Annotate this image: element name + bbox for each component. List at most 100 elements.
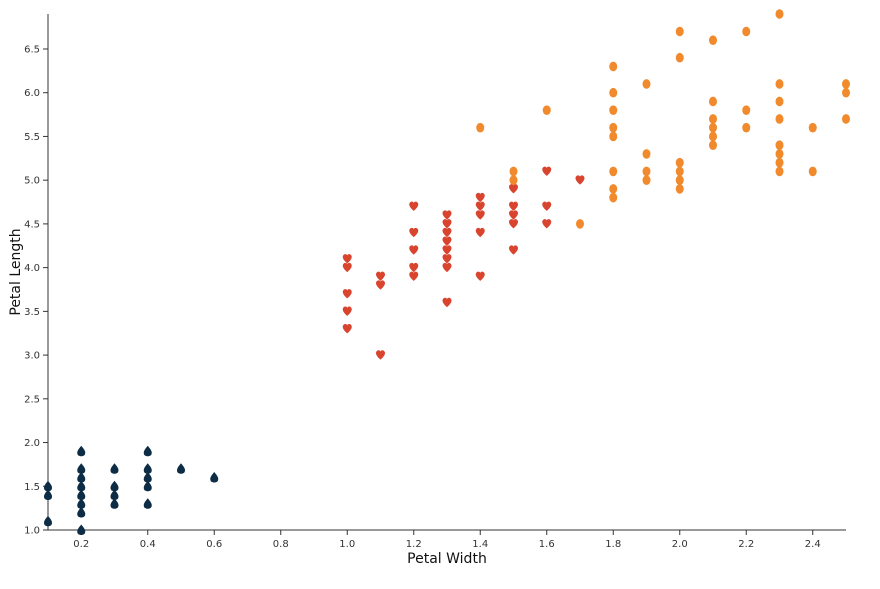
circle-marker — [742, 26, 751, 37]
circle-marker — [775, 157, 784, 168]
heart-marker — [442, 254, 452, 264]
y-tick-label: 2.0 — [24, 438, 40, 449]
drop-marker — [143, 480, 152, 492]
x-tick-label: 1.2 — [406, 539, 422, 550]
series-3 — [476, 9, 850, 229]
drop-marker — [177, 463, 185, 474]
drop-marker — [110, 480, 119, 492]
drop-marker — [110, 498, 119, 509]
heart-marker — [376, 350, 385, 360]
circle-marker — [775, 96, 784, 107]
heart-marker — [442, 297, 452, 308]
series-2 — [342, 166, 585, 360]
heart-marker — [475, 192, 485, 203]
heart-marker — [442, 219, 452, 229]
heart-marker — [542, 219, 552, 229]
circle-marker — [576, 219, 584, 229]
drop-marker — [77, 445, 86, 457]
y-tick-label: 5.0 — [24, 176, 40, 187]
circle-marker — [842, 114, 850, 124]
x-tick-label: 1.6 — [539, 539, 555, 550]
drop-marker — [77, 489, 86, 501]
heart-marker — [475, 210, 485, 220]
heart-marker — [409, 262, 419, 273]
x-tick-label: 1.8 — [605, 539, 621, 550]
y-tick-label: 3.5 — [24, 307, 40, 318]
circle-marker — [609, 192, 618, 203]
drop-marker — [143, 463, 152, 474]
y-tick-label: 4.5 — [24, 219, 40, 230]
y-tick-label: 3.0 — [24, 351, 40, 362]
drop-marker — [77, 463, 86, 474]
drop-marker — [44, 515, 52, 527]
drop-marker — [77, 524, 86, 535]
circle-marker — [609, 166, 618, 177]
circle-marker — [742, 105, 751, 116]
x-tick-label: 2.0 — [672, 539, 688, 550]
heart-marker — [409, 271, 419, 281]
circle-marker — [709, 122, 717, 133]
circle-marker — [709, 35, 717, 46]
heart-marker — [409, 245, 419, 255]
circle-marker — [675, 157, 684, 168]
circle-marker — [542, 105, 551, 116]
y-tick-label: 4.0 — [24, 263, 40, 274]
drop-marker — [110, 463, 119, 474]
circle-marker — [609, 122, 618, 133]
heart-marker — [409, 201, 419, 211]
y-tick-label: 5.5 — [24, 132, 40, 143]
y-tick-label: 1.0 — [24, 526, 40, 537]
heart-marker — [342, 289, 352, 299]
heart-marker — [442, 245, 452, 255]
drop-marker — [143, 472, 152, 483]
heart-marker — [442, 262, 452, 273]
heart-marker — [342, 254, 352, 264]
circle-marker — [742, 122, 751, 133]
heart-marker — [342, 306, 352, 316]
circle-marker — [775, 79, 784, 89]
circle-marker — [476, 122, 485, 133]
circle-marker — [842, 79, 850, 89]
circle-marker — [675, 166, 684, 177]
circle-marker — [842, 87, 850, 98]
circle-marker — [775, 149, 784, 159]
x-tick-label: 1.4 — [472, 539, 488, 550]
heart-marker — [376, 280, 385, 290]
circle-marker — [509, 166, 518, 177]
series-1 — [44, 445, 219, 535]
circle-marker — [675, 26, 684, 37]
x-tick-label: 1.0 — [339, 539, 355, 550]
x-tick-label: 0.6 — [206, 539, 222, 550]
y-tick-label: 6.5 — [24, 44, 40, 55]
drop-marker — [77, 472, 86, 483]
drop-marker — [210, 472, 219, 483]
circle-marker — [642, 79, 651, 89]
circle-marker — [808, 166, 817, 177]
x-tick-label: 0.8 — [273, 539, 289, 550]
x-tick-label: 0.2 — [73, 539, 89, 550]
x-tick-label: 0.4 — [140, 539, 156, 550]
x-axis-title: Petal Width — [407, 551, 487, 567]
heart-marker — [509, 184, 518, 194]
drop-marker — [110, 489, 119, 501]
circle-marker — [675, 52, 684, 63]
drop-marker — [77, 507, 86, 518]
circle-marker — [609, 184, 618, 194]
drop-marker — [143, 445, 152, 457]
circle-marker — [808, 122, 817, 133]
heart-marker — [409, 227, 419, 238]
circle-marker — [609, 105, 618, 116]
heart-marker — [342, 262, 352, 273]
circle-marker — [609, 61, 618, 72]
circle-marker — [609, 87, 618, 98]
heart-marker — [509, 219, 518, 229]
circle-marker — [675, 175, 684, 185]
drop-marker — [77, 498, 86, 509]
heart-marker — [509, 201, 518, 211]
heart-marker — [342, 324, 352, 334]
circle-marker — [775, 9, 784, 19]
circle-marker — [709, 96, 717, 107]
heart-marker — [442, 227, 452, 238]
x-tick-label: 2.4 — [805, 539, 821, 550]
